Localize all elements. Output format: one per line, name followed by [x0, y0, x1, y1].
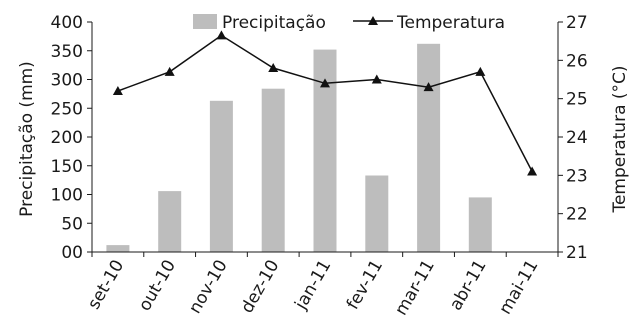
- temperatura-point-mai-11: [527, 166, 538, 176]
- x-tick-label-abr-11: abr-11: [446, 257, 491, 315]
- y-tick-label: 300: [51, 71, 83, 91]
- y-tick-label: 250: [51, 99, 83, 119]
- y2-tick-label: 23: [566, 166, 588, 186]
- y-tick-label: 100: [51, 186, 83, 206]
- y-tick-label: 50: [61, 214, 83, 234]
- x-tick-label-fev-11: fev-11: [343, 257, 387, 314]
- line-layer: [112, 30, 538, 176]
- legend-temperatura-label: Temperatura: [396, 13, 505, 33]
- bar-set-10: [106, 245, 130, 252]
- temperatura-point-out-10: [164, 66, 175, 76]
- y-axis-title: Precipitação (mm): [17, 61, 37, 217]
- bar-nov-10: [209, 100, 233, 252]
- y-tick-label: 350: [51, 42, 83, 62]
- y2-tick-label: 26: [566, 51, 588, 71]
- y-tick-label: 200: [51, 128, 83, 148]
- bar-fev-11: [365, 175, 389, 252]
- bar-dez-10: [261, 88, 285, 252]
- y2-tick-label: 22: [566, 205, 588, 225]
- bar-out-10: [158, 191, 182, 252]
- y-tick-label: 150: [51, 157, 83, 177]
- temperatura-point-mar-11: [423, 82, 434, 92]
- x-tick-label-mar-11: mar-11: [391, 257, 439, 320]
- y2-axis-title: Temperatura (°C): [610, 65, 630, 213]
- temperatura-point-set-10: [112, 86, 123, 95]
- legend: Precipitação Temperatura: [193, 13, 505, 33]
- bar-mar-11: [417, 43, 441, 252]
- x-tick-label-mai-11: mai-11: [495, 257, 542, 319]
- temperatura-point-fev-11: [371, 74, 382, 84]
- y2-tick-label: 25: [566, 90, 588, 110]
- y-tick-label: 00: [61, 243, 83, 263]
- x-tick-label-dez-10: dez-10: [237, 257, 283, 317]
- x-tick-label-jan-11: jan-11: [291, 257, 336, 314]
- y2-tick-label: 27: [566, 13, 588, 33]
- y-tick-label: 400: [51, 13, 83, 33]
- bars-layer: [106, 43, 492, 252]
- temperatura-point-dez-10: [268, 63, 279, 72]
- y2-tick-label: 21: [566, 243, 588, 263]
- temperatura-point-abr-11: [475, 66, 486, 76]
- x-tick-label-set-10: set-10: [84, 257, 128, 314]
- legend-precipitacao-swatch: [193, 14, 217, 29]
- temperatura-point-jan-11: [320, 78, 330, 88]
- legend-precipitacao-label: Precipitação: [222, 13, 326, 33]
- x-tick-label-out-10: out-10: [135, 257, 180, 315]
- x-tick-label-nov-10: nov-10: [185, 257, 232, 318]
- bar-jan-11: [313, 49, 337, 252]
- temperatura-point-nov-10: [216, 30, 227, 40]
- axes-layer: [87, 21, 563, 257]
- bar-abr-11: [468, 197, 492, 252]
- y2-tick-label: 24: [566, 128, 588, 148]
- legend-temperatura-marker: [368, 16, 378, 25]
